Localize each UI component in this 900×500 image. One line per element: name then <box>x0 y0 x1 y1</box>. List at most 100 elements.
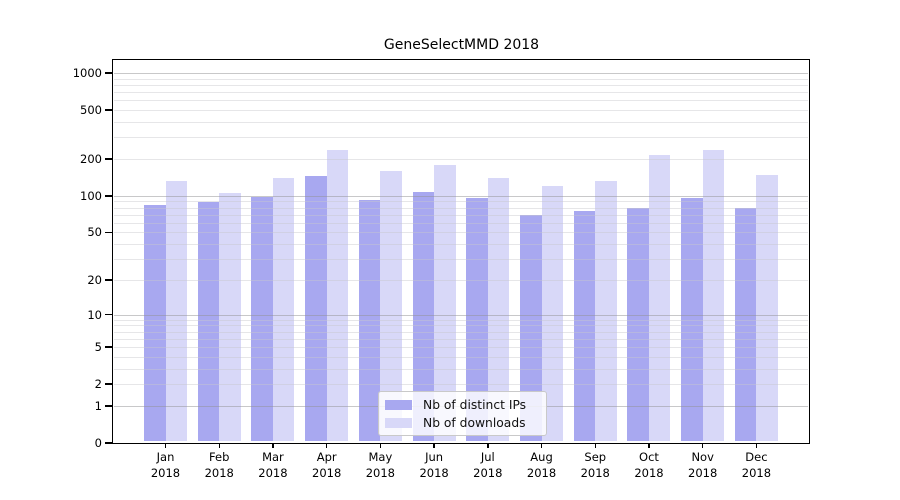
year-label: 2018 <box>580 465 610 480</box>
y-axis-label-5: 5 <box>94 340 102 355</box>
y-axis-label-50: 50 <box>87 225 102 240</box>
gridline-50 <box>114 232 808 234</box>
gridline-700 <box>114 92 808 94</box>
month-label: Jun <box>425 450 444 464</box>
gridline-9 <box>114 319 808 321</box>
bar-distinct-ips-sep <box>573 211 596 442</box>
gridline-7 <box>114 331 808 333</box>
y-axis-tick-5 <box>105 346 112 348</box>
year-label: 2018 <box>526 465 557 480</box>
x-axis-label-aug: Aug 2018 <box>514 450 570 481</box>
bar-distinct-ips-apr <box>305 176 327 442</box>
x-axis-tick-sep <box>594 443 596 448</box>
year-label: 2018 <box>312 465 342 480</box>
bar-distinct-ips-jan <box>144 205 166 442</box>
x-axis-tick-mar <box>272 443 274 448</box>
y-axis-tick-1 <box>105 405 112 407</box>
chart-legend: Nb of distinct IPs Nb of downloads <box>378 391 547 436</box>
y-axis-tick-2 <box>105 383 112 385</box>
bar-downloads-feb <box>219 193 241 442</box>
legend-label: Nb of distinct IPs <box>423 397 527 412</box>
gridline-100 <box>114 195 808 197</box>
x-axis-label-sep: Sep 2018 <box>567 450 623 481</box>
legend-swatch-downloads <box>385 417 412 428</box>
year-label: 2018 <box>634 465 664 480</box>
year-label: 2018 <box>204 465 234 480</box>
y-axis-label-20: 20 <box>87 272 102 287</box>
x-axis-label-apr: Apr 2018 <box>299 450 355 481</box>
legend-swatch-distinct-ips <box>385 399 412 410</box>
x-axis-label-jun: Jun 2018 <box>406 450 462 481</box>
gridline-30 <box>114 259 808 261</box>
bar-downloads-sep <box>595 180 617 442</box>
y-axis-tick-10 <box>105 313 112 316</box>
x-axis-label-jan: Jan 2018 <box>138 450 194 481</box>
x-axis-label-mar: Mar 2018 <box>245 450 301 481</box>
x-axis-label-oct: Oct 2018 <box>621 450 677 481</box>
y-axis-label-1000: 1000 <box>72 66 102 80</box>
gridline-8 <box>114 325 808 327</box>
bar-distinct-ips-mar <box>251 197 273 442</box>
gridline-900 <box>114 78 808 80</box>
bar-distinct-ips-dec <box>734 207 757 442</box>
bar-distinct-ips-aug <box>520 214 542 442</box>
y-axis-label-500: 500 <box>80 103 102 118</box>
month-label: Aug <box>530 450 553 464</box>
x-axis-label-feb: Feb 2018 <box>191 450 247 481</box>
y-axis-label-100: 100 <box>80 188 102 203</box>
x-axis-tick-may <box>379 443 382 448</box>
bar-downloads-may <box>380 170 402 442</box>
y-axis-label-2: 2 <box>94 377 102 392</box>
bar-distinct-ips-oct <box>627 207 649 442</box>
chart-title: GeneSelectMMD 2018 <box>383 37 540 53</box>
gridline-1000 <box>114 73 808 74</box>
x-axis-label-may: May 2018 <box>352 450 408 481</box>
gridline-800 <box>114 84 808 86</box>
y-axis-tick-50 <box>105 231 112 234</box>
year-label: 2018 <box>365 465 396 480</box>
month-label: Jan <box>156 450 175 464</box>
month-label: Oct <box>639 450 659 464</box>
bar-downloads-jul <box>487 177 510 442</box>
year-label: 2018 <box>688 465 718 480</box>
gridline-300 <box>114 137 808 139</box>
y-axis-tick-0 <box>105 442 112 444</box>
gridline-6 <box>114 338 808 340</box>
bar-distinct-ips-feb <box>197 202 220 442</box>
bar-downloads-apr <box>326 150 349 442</box>
gridline-4 <box>114 356 808 358</box>
bar-downloads-jun <box>434 164 456 442</box>
legend-item-distinct-ips: Nb of distinct IPs <box>385 398 540 412</box>
gridline-3 <box>114 368 808 370</box>
month-label: Feb <box>209 450 230 464</box>
y-axis-tick-500 <box>105 109 112 111</box>
gridline-90 <box>114 201 808 203</box>
y-axis-label-0: 0 <box>94 436 102 450</box>
year-label: 2018 <box>741 465 772 480</box>
x-axis-tick-aug <box>540 443 543 448</box>
y-axis-tick-100 <box>105 195 112 197</box>
bar-distinct-ips-jul <box>466 198 488 442</box>
bar-distinct-ips-may <box>358 200 381 442</box>
month-label: May <box>368 450 393 464</box>
year-label: 2018 <box>150 465 181 480</box>
bar-downloads-oct <box>648 155 671 442</box>
gridline-60 <box>114 222 808 224</box>
year-label: 2018 <box>419 465 449 480</box>
gridline-2 <box>114 384 808 386</box>
x-axis-tick-jun <box>433 443 435 448</box>
x-axis-tick-apr <box>325 443 328 448</box>
bar-distinct-ips-nov <box>681 198 703 442</box>
x-axis-tick-feb <box>218 443 220 448</box>
gridline-40 <box>114 244 808 246</box>
gridline-500 <box>114 110 808 112</box>
bar-distinct-ips-jun <box>412 192 435 442</box>
gridline-5 <box>114 347 808 349</box>
month-label: Sep <box>584 450 607 464</box>
bar-downloads-dec <box>756 175 778 442</box>
bar-downloads-jan <box>165 180 187 442</box>
month-label: Mar <box>262 450 284 464</box>
month-label: Dec <box>745 450 768 464</box>
gridline-400 <box>114 121 808 123</box>
